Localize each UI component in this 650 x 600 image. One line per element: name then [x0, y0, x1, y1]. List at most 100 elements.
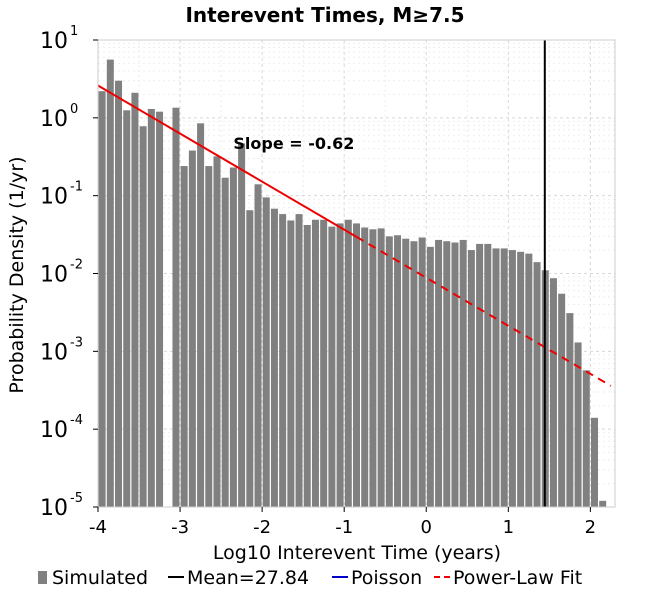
histogram-bar — [328, 226, 336, 508]
histogram-bar — [311, 219, 319, 508]
histogram-bar — [590, 417, 598, 507]
histogram-bar — [558, 293, 566, 507]
legend-item: Mean=27.84 — [168, 567, 309, 589]
legend-label: Simulated — [52, 567, 148, 589]
histogram-bar — [344, 219, 352, 508]
histogram-bar — [459, 239, 467, 507]
histogram-bar — [229, 167, 237, 507]
histogram-bar — [303, 224, 311, 508]
legend-label: Poisson — [351, 567, 422, 589]
histogram-bar — [492, 248, 500, 507]
histogram-bar — [402, 238, 410, 507]
histogram-bar — [369, 229, 377, 507]
x-axis-ticks: -4 -3 -2 -1 0 1 2 — [89, 507, 596, 538]
y-tick-label: 10 — [40, 107, 68, 132]
y-tick-exponent: -1 — [70, 180, 83, 195]
slope-annotation: Slope = -0.62 — [233, 134, 354, 153]
histogram-bar — [246, 210, 254, 507]
y-tick-label: 10 — [40, 29, 68, 54]
y-tick-exponent: -5 — [70, 491, 83, 506]
histogram-bar — [336, 223, 344, 507]
histogram-bar — [467, 250, 475, 508]
histogram-bar — [188, 150, 196, 508]
y-tick-label: 10 — [40, 185, 68, 210]
histogram-bar — [205, 166, 213, 508]
histogram-bar — [525, 253, 533, 507]
histogram-bar — [147, 108, 155, 507]
y-tick-exponent: 0 — [70, 102, 78, 117]
histogram-bar — [172, 107, 180, 507]
histogram-bar — [115, 80, 123, 508]
histogram-bar — [582, 370, 590, 507]
histogram-bar — [262, 197, 270, 507]
histogram-bar — [394, 235, 402, 507]
legend-label: Power-Law Fit — [453, 567, 582, 589]
x-tick-label: -3 — [171, 517, 189, 538]
histogram-bar — [500, 248, 508, 507]
y-tick-exponent: -4 — [70, 413, 83, 428]
histogram-bar — [451, 242, 459, 507]
histogram-bar — [410, 241, 418, 508]
y-axis-label: Probability Density (1/yr) — [6, 156, 28, 393]
histogram-bar — [426, 246, 434, 508]
power-law-line-dashed — [355, 236, 612, 387]
y-tick-exponent: -2 — [70, 258, 83, 273]
legend-label: Mean=27.84 — [187, 567, 309, 589]
y-tick-label: 10 — [40, 496, 68, 521]
histogram-bar — [270, 208, 278, 507]
histogram-bar — [238, 143, 246, 508]
histogram-bar — [123, 110, 131, 508]
y-tick-label: 10 — [40, 340, 68, 365]
histogram-bar — [385, 236, 393, 507]
plot-area — [97, 39, 616, 508]
x-tick-label: 0 — [421, 517, 432, 538]
y-tick-label: 10 — [40, 263, 68, 288]
histogram-bar — [508, 250, 516, 508]
histogram-bar — [377, 228, 385, 507]
histogram-bar — [106, 59, 114, 507]
histogram-bar — [139, 126, 147, 508]
histogram-bar — [98, 91, 106, 508]
legend-item: Power-Law Fit — [434, 567, 582, 589]
legend-item: Poisson — [332, 567, 422, 589]
fit-lines — [97, 40, 612, 507]
y-tick-exponent: -3 — [70, 335, 83, 350]
legend: Simulated Mean=27.84 Poisson Power-Law Fit — [38, 567, 582, 589]
histogram-bar — [443, 241, 451, 508]
histogram-bar — [221, 177, 229, 508]
x-tick-label: 1 — [503, 517, 514, 538]
chart-title: Interevent Times, M≥7.5 — [185, 3, 464, 27]
histogram-bar — [418, 237, 426, 508]
power-law-line-solid — [97, 84, 358, 238]
histogram-bar — [254, 184, 262, 507]
histogram-bar — [320, 219, 328, 508]
histogram-bar — [197, 123, 205, 507]
histogram-bar — [517, 251, 525, 507]
histogram-bar — [484, 243, 492, 507]
y-tick-exponent: 1 — [70, 24, 78, 39]
x-tick-label: 2 — [585, 517, 596, 538]
histogram-bar — [533, 262, 541, 507]
histogram-bar — [566, 313, 574, 507]
legend-item: Simulated — [38, 567, 148, 589]
y-tick-label: 10 — [40, 418, 68, 443]
histogram-bars — [98, 59, 607, 508]
histogram-bar — [156, 111, 164, 507]
legend-swatch — [38, 571, 47, 584]
histogram-bar — [279, 214, 287, 508]
histogram-bar — [599, 500, 607, 507]
histogram-bar — [213, 156, 221, 507]
histogram-bar — [287, 220, 295, 507]
histogram-bar — [435, 239, 443, 507]
histogram-bar — [131, 92, 139, 507]
histogram-bar — [574, 342, 582, 507]
histogram-bar — [476, 243, 484, 507]
histogram-bar — [361, 227, 369, 507]
histogram-bar — [180, 166, 188, 508]
x-tick-label: -1 — [335, 517, 353, 538]
histogram-bar — [352, 223, 361, 507]
x-tick-label: -4 — [89, 517, 107, 538]
x-tick-label: -2 — [253, 517, 271, 538]
